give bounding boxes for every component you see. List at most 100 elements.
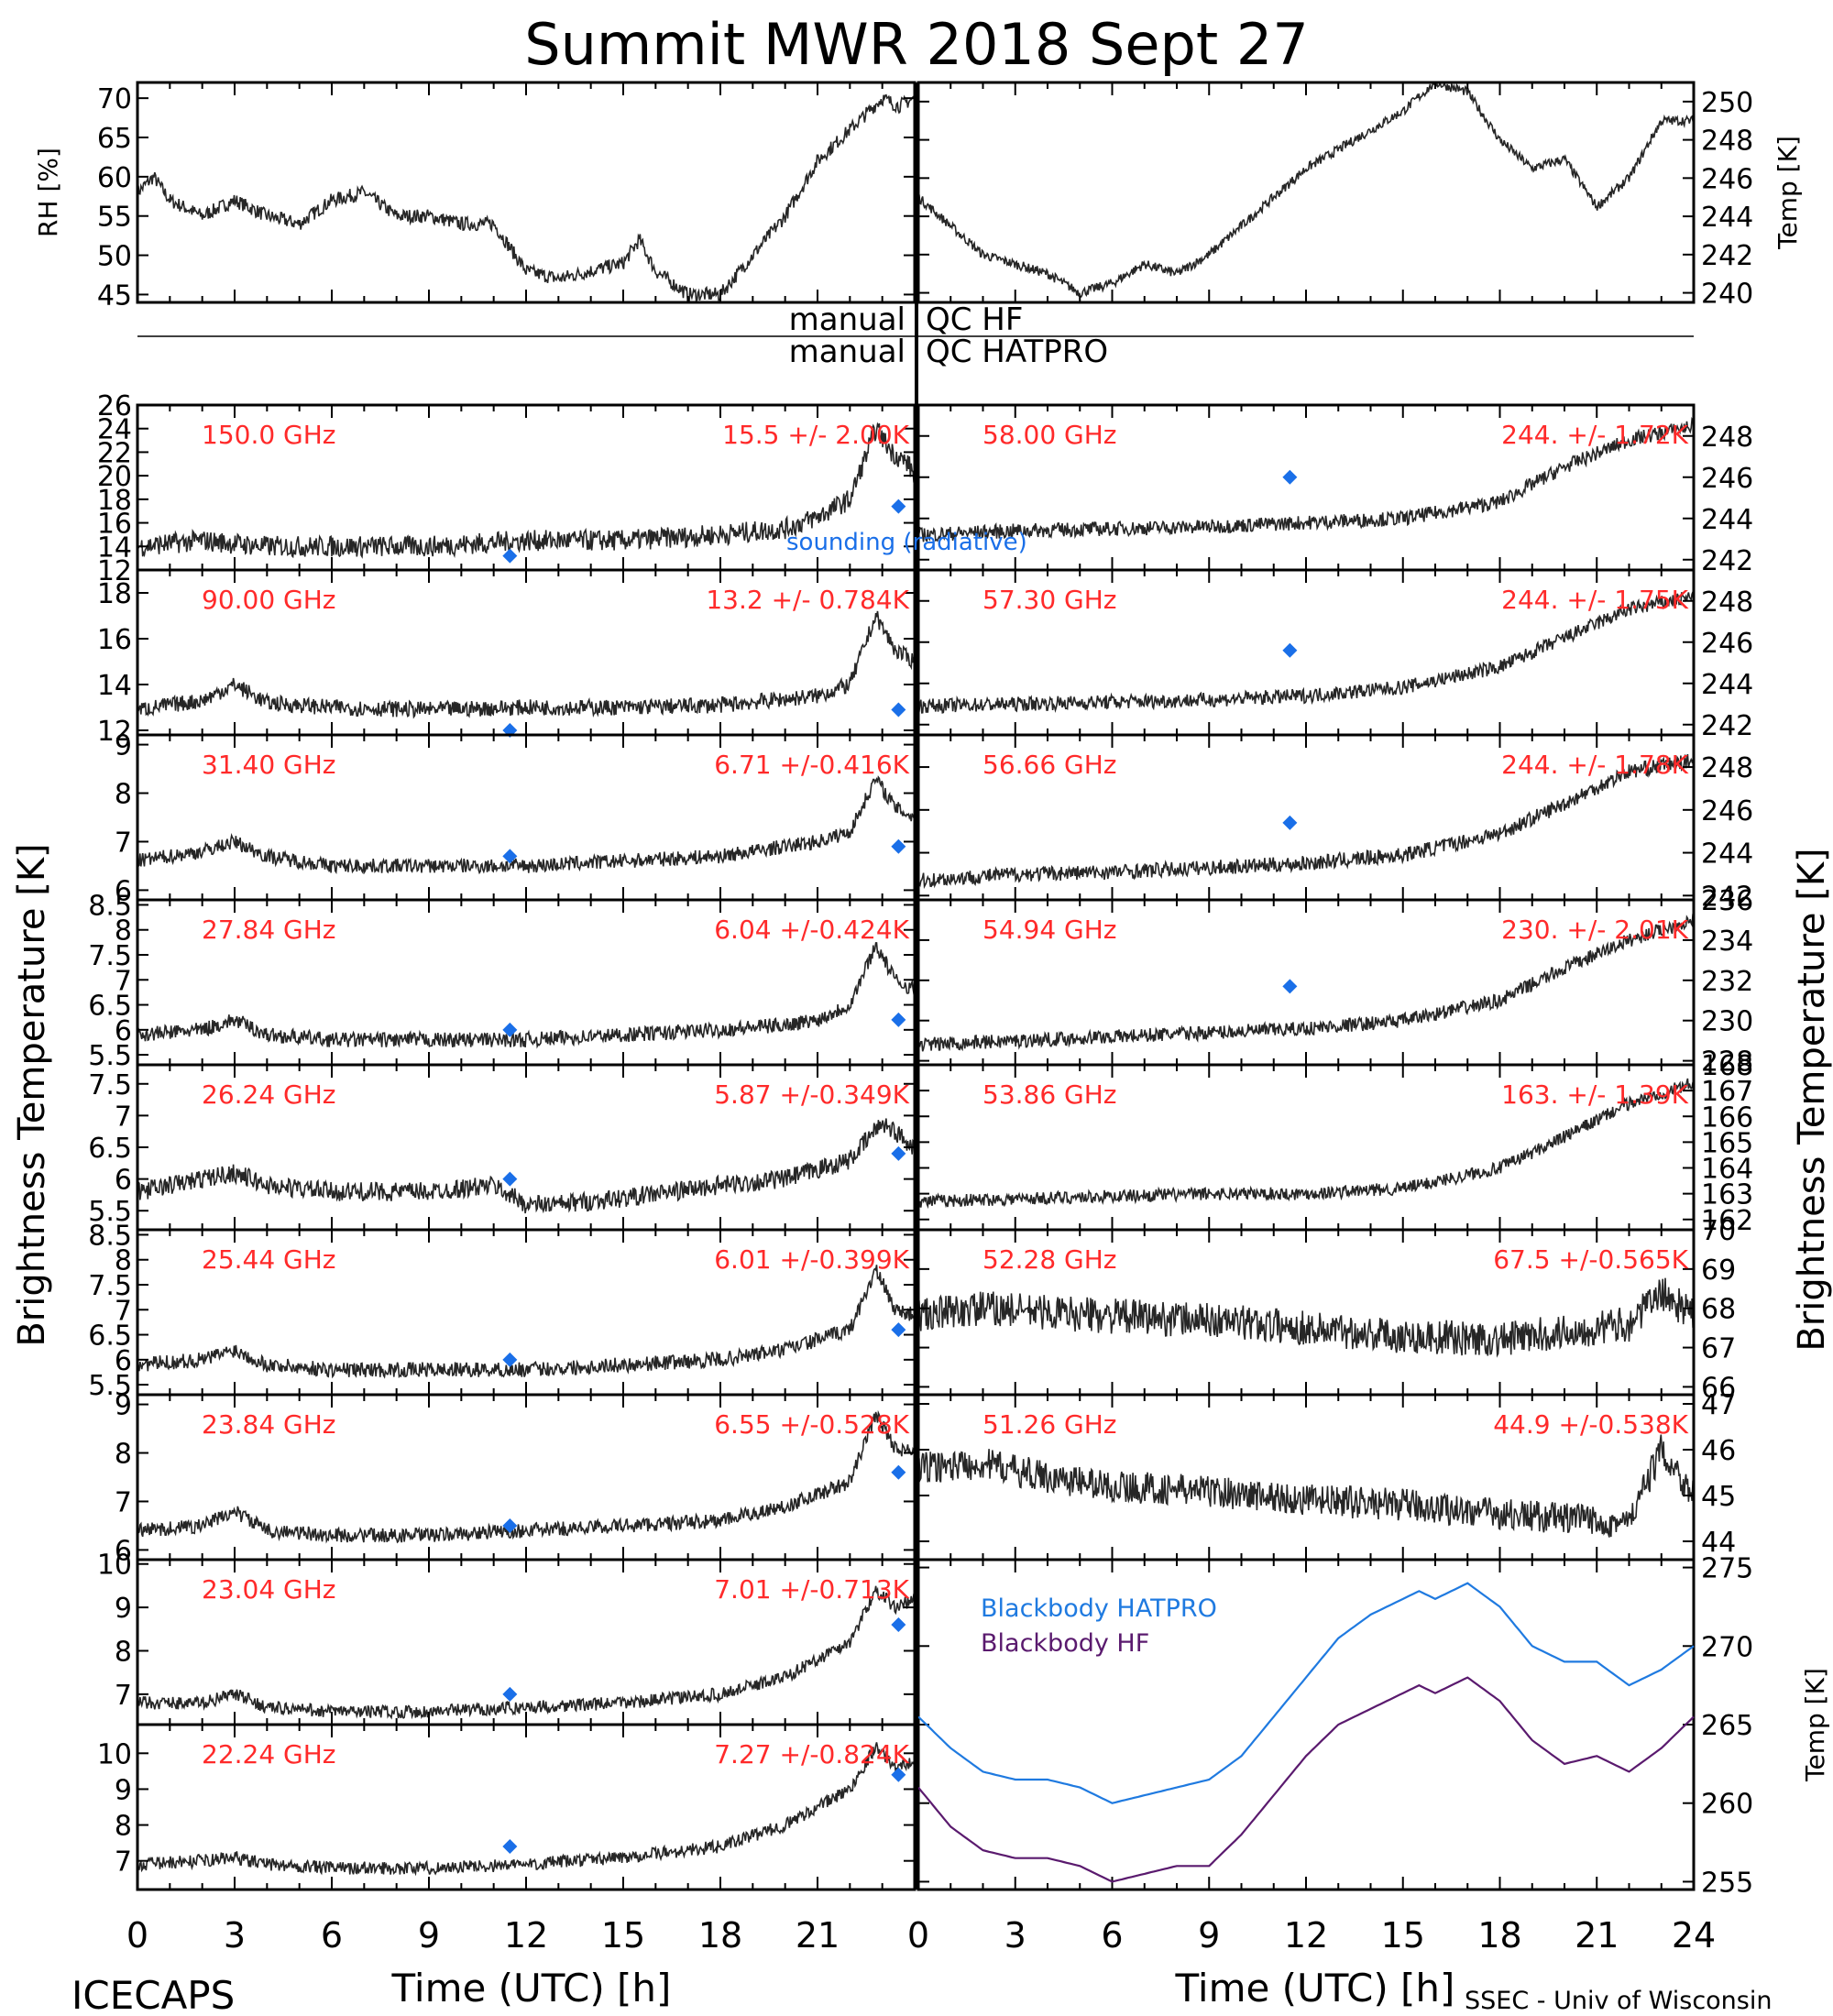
channel-label: 23.84 GHz (202, 1409, 336, 1440)
series-trace (137, 942, 916, 1049)
x-tick-label: 24 (1672, 1915, 1716, 1956)
y-tick-label: 47 (1701, 1389, 1736, 1421)
y-tick-label: 70 (1701, 1215, 1736, 1247)
y-tick-label: 7.5 (88, 940, 132, 972)
channel-label: 23.04 GHz (202, 1574, 336, 1605)
y-tick-label: 6 (115, 875, 132, 907)
y-tick-label: 9 (115, 1390, 132, 1422)
sounding-point (1282, 979, 1298, 994)
sounding-point (502, 1686, 518, 1702)
channel-stat: 230. +/- 2.01K (1501, 915, 1688, 945)
x-tick-label: 12 (1284, 1915, 1328, 1956)
y-tick-label: 242 (1701, 240, 1753, 272)
y-tick-label: 69 (1701, 1255, 1736, 1287)
qc-label: manual (789, 301, 906, 338)
y-tick-label: 26 (97, 390, 132, 422)
y-tick-label: 9 (115, 1593, 132, 1625)
channel-stat: 13.2 +/- 0.784K (706, 585, 909, 615)
panel-ch57_30: 242 244 246 248 57.30 GHz 244. +/- 1.75K (916, 568, 1753, 742)
y-tick-label: 14 (97, 670, 132, 702)
y-tick-label: 240 (1701, 279, 1753, 311)
sounding-point (1282, 469, 1298, 485)
x-tick-label: 21 (1575, 1915, 1619, 1956)
y-tick-label: 67 (1701, 1333, 1736, 1365)
x-tick-label: 15 (601, 1915, 645, 1956)
panel-ylabel: RH [%] (33, 148, 63, 237)
y-tick-label: 6 (115, 1015, 132, 1047)
y-tick-label: 65 (97, 123, 132, 155)
y-tick-label: 44 (1701, 1527, 1736, 1559)
channel-stat: 5.87 +/-0.349K (714, 1079, 909, 1110)
x-tick-label: 3 (224, 1915, 246, 1956)
y-tick-label: 46 (1701, 1435, 1736, 1467)
series-trace (137, 1585, 916, 1720)
panel-ch23_84: 6 7 8 9 23.84 GHz 6.55 +/-0.528K (115, 1390, 916, 1567)
x-tick-label: 9 (1198, 1915, 1220, 1956)
y-tick-label: 7 (115, 965, 132, 997)
sounding-point (502, 1517, 518, 1533)
y-tick-label: 24 (97, 414, 132, 446)
series-trace (137, 1265, 916, 1379)
y-tick-label: 265 (1701, 1710, 1753, 1742)
x-tick-label: 18 (1477, 1915, 1521, 1956)
channel-label: 58.00 GHz (982, 420, 1117, 450)
y-tick-label: 8 (115, 1439, 132, 1471)
sounding-point (891, 1145, 906, 1161)
y-tick-label: 242 (1701, 881, 1753, 913)
sounding-point (891, 1767, 906, 1782)
y-tick-label: 162 (1701, 1205, 1753, 1237)
y-tick-label: 248 (1701, 422, 1753, 454)
x-tick-label: 6 (321, 1915, 343, 1956)
y-tick-label: 6.5 (88, 1133, 132, 1165)
x-axis-label-right: Time (UTC) [h] (1175, 1966, 1455, 2011)
legend-entry: Blackbody HF (981, 1629, 1149, 1658)
y-tick-label: 10 (97, 1550, 132, 1582)
y-tick-label: 60 (97, 162, 132, 194)
panel-ch23_04: 7 8 9 10 23.04 GHz 7.01 +/-0.713K (97, 1550, 916, 1726)
y-tick-label: 242 (1701, 545, 1753, 577)
series-trace (137, 1742, 916, 1877)
y-tick-label: 166 (1701, 1101, 1753, 1134)
series-trace (917, 1277, 1695, 1358)
channel-stat: 6.04 +/-0.424K (714, 915, 909, 945)
y-tick-label: 230 (1701, 1006, 1753, 1038)
y-tick-label: 5.5 (88, 1196, 132, 1228)
legend-entry: Blackbody HATPRO (981, 1594, 1217, 1623)
y-tick-label: 242 (1701, 710, 1753, 742)
y-tick-label: 228 (1701, 1046, 1753, 1079)
y-tick-label: 7 (115, 1101, 132, 1133)
channel-label: 53.86 GHz (982, 1079, 1117, 1110)
x-tick-label: 0 (126, 1915, 148, 1956)
panel-blackbody: 255 260 265 270 275 Blackbody HATPRO Blackbody… (916, 1553, 1830, 1899)
x-tick-label: 3 (1004, 1915, 1026, 1956)
sounding-point (891, 1322, 906, 1338)
series-trace (137, 1409, 916, 1544)
series-trace (917, 82, 1695, 298)
y-tick-label: 246 (1701, 628, 1753, 660)
channel-stat: 244. +/- 1.78K (1501, 750, 1688, 780)
y-tick-label: 250 (1701, 87, 1753, 119)
x-tick-label: 12 (504, 1915, 548, 1956)
qc-label: manual (789, 334, 906, 370)
sounding-point (502, 1839, 518, 1855)
y-tick-label: 244 (1701, 838, 1753, 871)
panel-ch26_24: 5.566.577.5 26.24 GHz 5.87 +/-0.349K (88, 1063, 916, 1232)
y-tick-label: 7 (115, 1680, 132, 1712)
y-tick-label: 8 (115, 1636, 132, 1668)
panel-ch31_40: 6 7 8 9 31.40 GHz 6.71 +/-0.416K (115, 730, 916, 907)
panel-ch25_44: 5.566.577.588.5 25.44 GHz 6.01 +/-0.399K (88, 1220, 916, 1402)
y-tick-label: 260 (1701, 1789, 1753, 1821)
channel-label: 25.44 GHz (202, 1244, 336, 1275)
y-tick-label: 8 (115, 1811, 132, 1843)
panel-ch58: 242 244 246 248 58.00 GHz 244. +/- 1.72K (916, 403, 1753, 577)
y-tick-label: 7.5 (88, 1069, 132, 1101)
footer-right-label: SSEC - Univ of Wisconsin (1465, 1987, 1772, 2015)
y-tick-label: 8 (115, 779, 132, 811)
panel-ch54_94: 228 230 232 234 236 54.94 GHz 230. +/- 2.01K (916, 885, 1753, 1079)
channel-label: 54.94 GHz (982, 915, 1117, 945)
x-tick-label: 21 (796, 1915, 840, 1956)
y-tick-label: 70 (97, 83, 132, 115)
x-tick-label: 0 (907, 1915, 929, 1956)
